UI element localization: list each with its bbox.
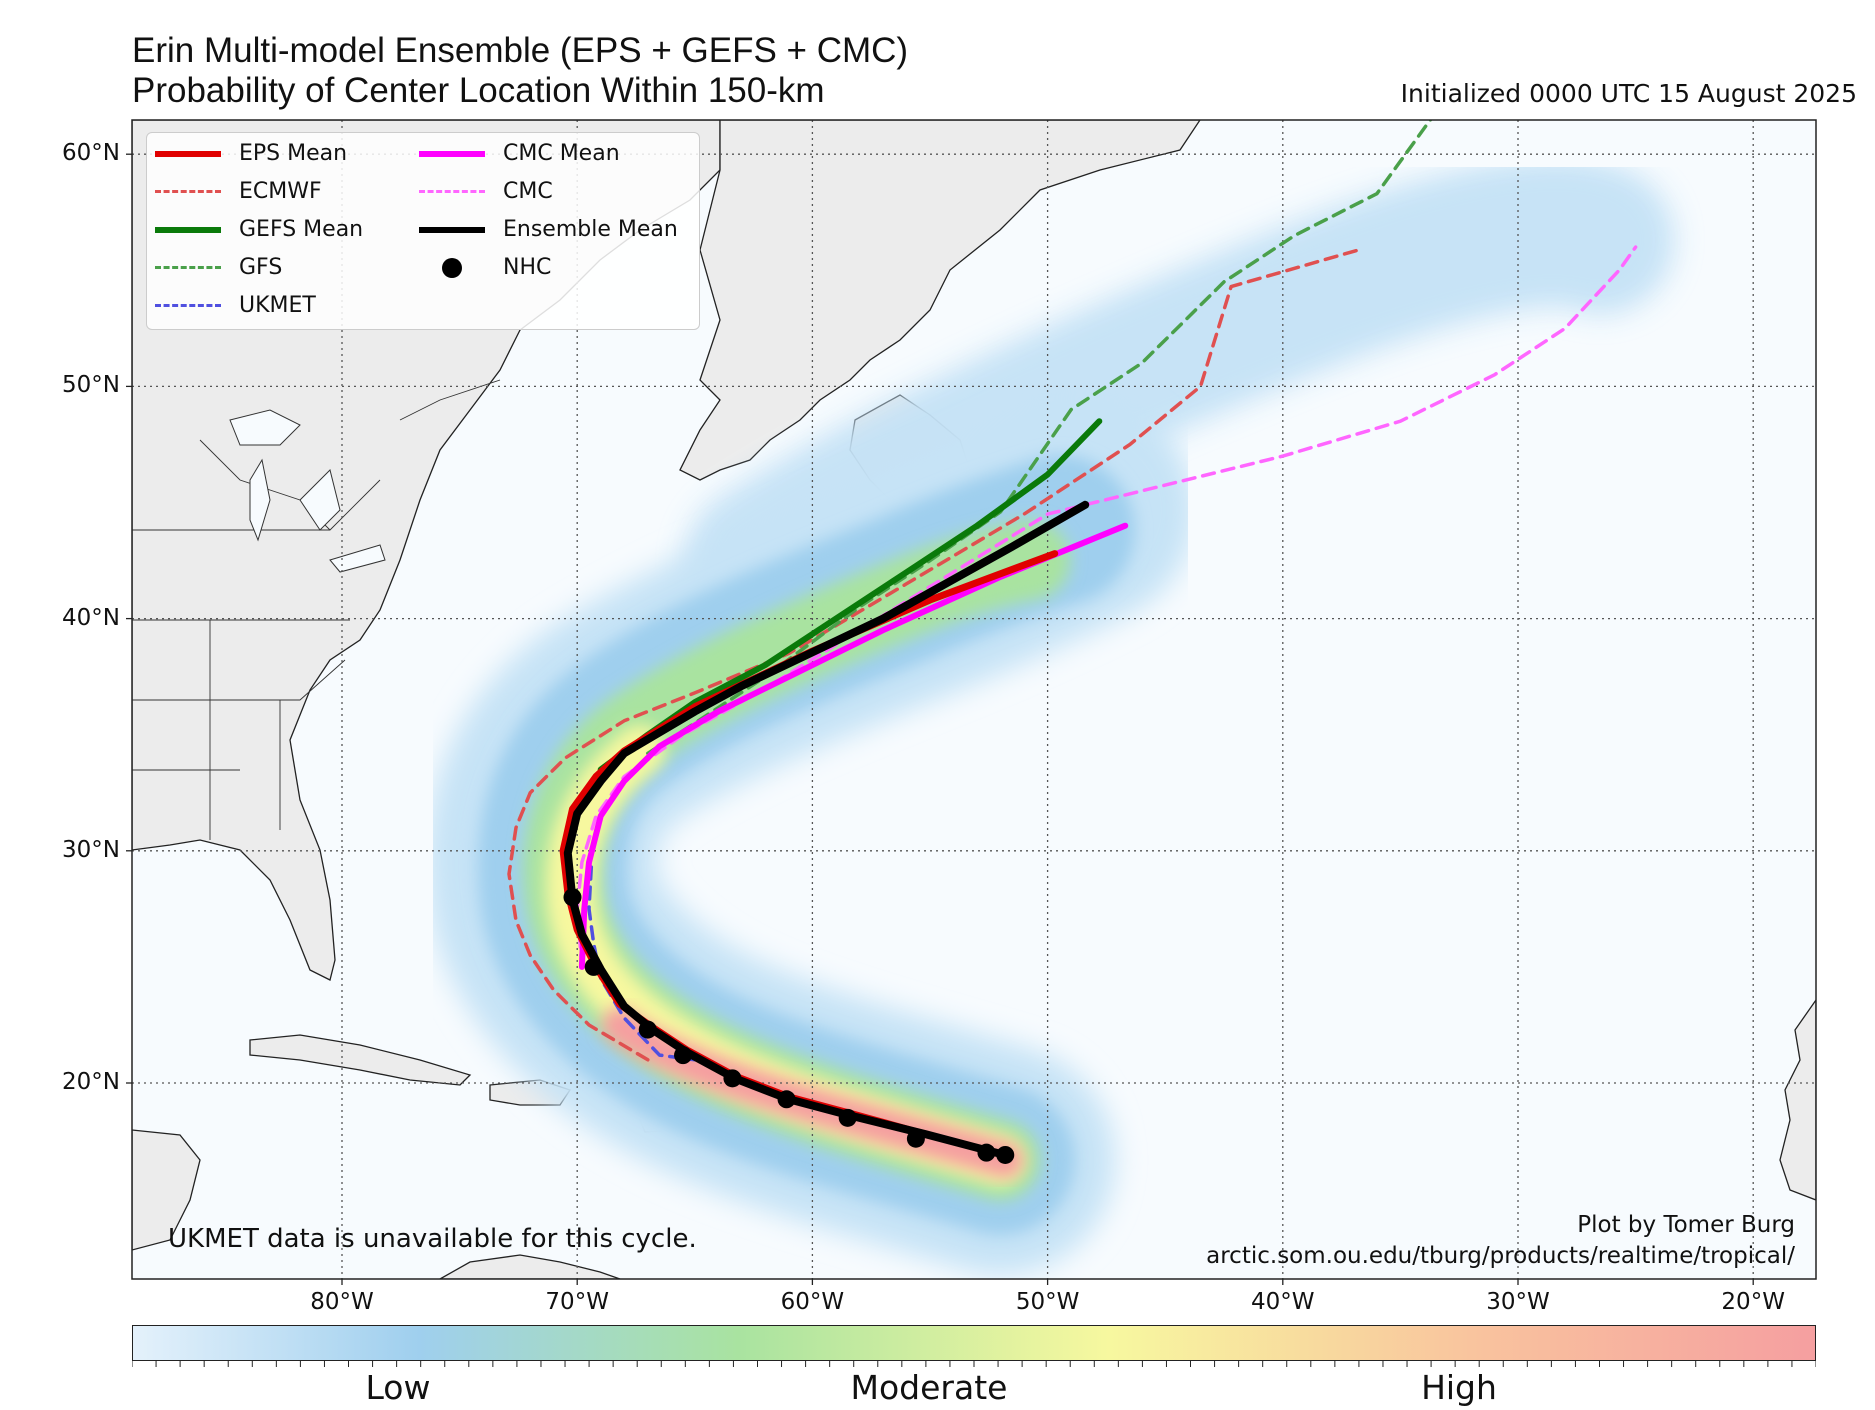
newfoundland-labrador	[679, 120, 1201, 481]
title-line-2: Probability of Center Location Within 15…	[132, 71, 825, 110]
nhc-point	[838, 1108, 857, 1127]
africa-land	[1779, 998, 1816, 1201]
credit-url[interactable]: arctic.som.ou.edu/tburg/products/realtim…	[1206, 1243, 1795, 1269]
cmc-track	[575, 245, 1638, 969]
central-america-land	[132, 1129, 201, 1251]
title-line-1: Erin Multi-model Ensemble (EPS + GEFS + …	[132, 31, 909, 70]
legend-label: NHC	[503, 255, 552, 280]
legend-item: GFS	[155, 255, 282, 280]
nhc-point	[674, 1046, 693, 1065]
lon-label: 60°W	[780, 1289, 845, 1315]
map-content	[132, 120, 1816, 1279]
nhc-point	[777, 1090, 796, 1109]
axis-ticks	[126, 153, 1754, 1285]
nhc-point	[906, 1129, 925, 1148]
lat-label: 60°N	[62, 140, 120, 167]
legend-item: EPS Mean	[155, 141, 347, 166]
legend-swatch	[419, 226, 485, 233]
legend-item: GEFS Mean	[155, 217, 363, 242]
legend-label: GFS	[239, 255, 283, 280]
legend-label: GEFS Mean	[239, 217, 364, 242]
legend-swatch	[155, 266, 221, 269]
legend-swatch	[419, 190, 485, 193]
nhc-point	[996, 1145, 1015, 1164]
colorbar-high-label: High	[1421, 1368, 1497, 1407]
lon-label: 80°W	[310, 1289, 374, 1315]
colorbar-low-label: Low	[365, 1368, 431, 1407]
legend-item: CMC Mean	[419, 141, 620, 166]
legend-swatch	[155, 190, 221, 193]
legend-item: UKMET	[155, 293, 316, 318]
legend-item: Ensemble Mean	[419, 217, 678, 242]
legend-swatch	[155, 150, 221, 157]
nhc-point	[584, 957, 603, 976]
initialized-time: Initialized 0000 UTC 15 August 2025	[1400, 79, 1857, 108]
probability-colorbar	[132, 1325, 1816, 1361]
lat-label: 40°N	[62, 604, 120, 631]
lon-label: 40°W	[1251, 1289, 1315, 1315]
legend-item: CMC	[419, 179, 553, 204]
lon-label: 70°W	[545, 1289, 609, 1315]
legend-label: UKMET	[239, 293, 316, 318]
colorbar-ticks	[132, 1361, 1816, 1367]
cuba-land	[249, 1034, 472, 1086]
south-america-land	[438, 1254, 621, 1279]
lat-label: 50°N	[62, 372, 120, 399]
nhc-point	[977, 1143, 996, 1162]
nhc-point	[638, 1020, 657, 1039]
nhc-point	[723, 1069, 742, 1088]
legend-swatch	[419, 257, 485, 278]
lat-label: 20°N	[62, 1069, 120, 1095]
legend-item: ECMWF	[155, 179, 322, 204]
nhc-point	[563, 888, 582, 907]
legend-label: CMC	[503, 179, 553, 204]
legend-swatch	[419, 150, 485, 157]
lon-label: 50°W	[1015, 1289, 1080, 1315]
legend-item: NHC	[419, 255, 551, 280]
ensemble-mean-track	[563, 500, 1090, 1159]
legend-label: Ensemble Mean	[503, 217, 678, 242]
great-lakes	[229, 409, 386, 573]
map-legend: EPS Mean ECMWF GEFS Mean GFS UKMET CMC Mean C…	[146, 132, 700, 330]
legend-label: ECMWF	[239, 179, 322, 204]
cmc-mean-track	[578, 522, 1129, 970]
legend-label: CMC Mean	[503, 141, 620, 166]
legend-swatch	[155, 304, 221, 307]
lon-label: 20°W	[1721, 1289, 1785, 1315]
colorbar-moderate-label: Moderate	[850, 1368, 1008, 1407]
nhc-forecast-points	[563, 888, 1015, 1164]
map-frame	[131, 119, 1817, 1280]
legend-swatch	[155, 226, 221, 233]
ukmet-unavailable-note: UKMET data is unavailable for this cycle…	[168, 1224, 697, 1254]
legend-label: EPS Mean	[239, 141, 348, 166]
ecmwf-track	[507, 247, 1363, 1062]
lon-label: 30°W	[1486, 1289, 1550, 1315]
plot-credit: Plot by Tomer Burg	[1577, 1212, 1795, 1238]
lat-label: 30°N	[62, 836, 120, 863]
